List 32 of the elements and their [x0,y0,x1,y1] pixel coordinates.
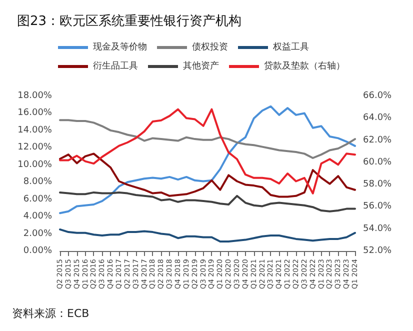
legend-label: 债权投资 [192,42,228,52]
y2-tick-label: 66.0% [363,91,392,101]
line-series [59,152,356,198]
y2-tick-label: 62.0% [363,135,392,146]
legend-label: 衍生品工具 [93,60,138,72]
y-tick-label: 12.00% [18,142,52,153]
y2-tick-label: 52.0% [363,246,392,256]
legend-label: 贷款及垫款（右轴） [264,60,345,72]
y-tick-label: 6.00% [23,194,52,204]
y2-tick-label: 64.0% [363,113,392,124]
legend-label: 权益工具 [272,42,309,52]
y-tick-label: 4.00% [23,212,52,222]
text: 资料来源：ECB [12,307,90,320]
line-series [59,191,356,212]
y-tick-label: 8.00% [23,177,52,188]
line-series [59,119,356,159]
y-tick-label: 16.00% [18,108,52,118]
legend-label: 现金及等价物 [93,42,147,52]
line-series [59,105,356,214]
y2-tick-label: 58.0% [363,180,392,190]
y2-tick-label: 54.0% [363,224,392,234]
legend-label: 其他资产 [183,60,219,72]
y-tick-label: 2.00% [23,228,52,239]
y-tick-label: 18.00% [18,91,52,101]
line-series [59,228,356,243]
y2-tick-label: 60.0% [363,157,392,168]
y-tick-label: 0.00% [23,246,52,256]
y-tick-label: 14.00% [18,125,52,136]
y-tick-label: 10.00% [18,160,52,170]
line-series [59,108,356,194]
chart-title: 图23：欧元区系统重要性银行资产机构 [17,14,242,29]
y2-tick-label: 56.0% [363,202,392,212]
